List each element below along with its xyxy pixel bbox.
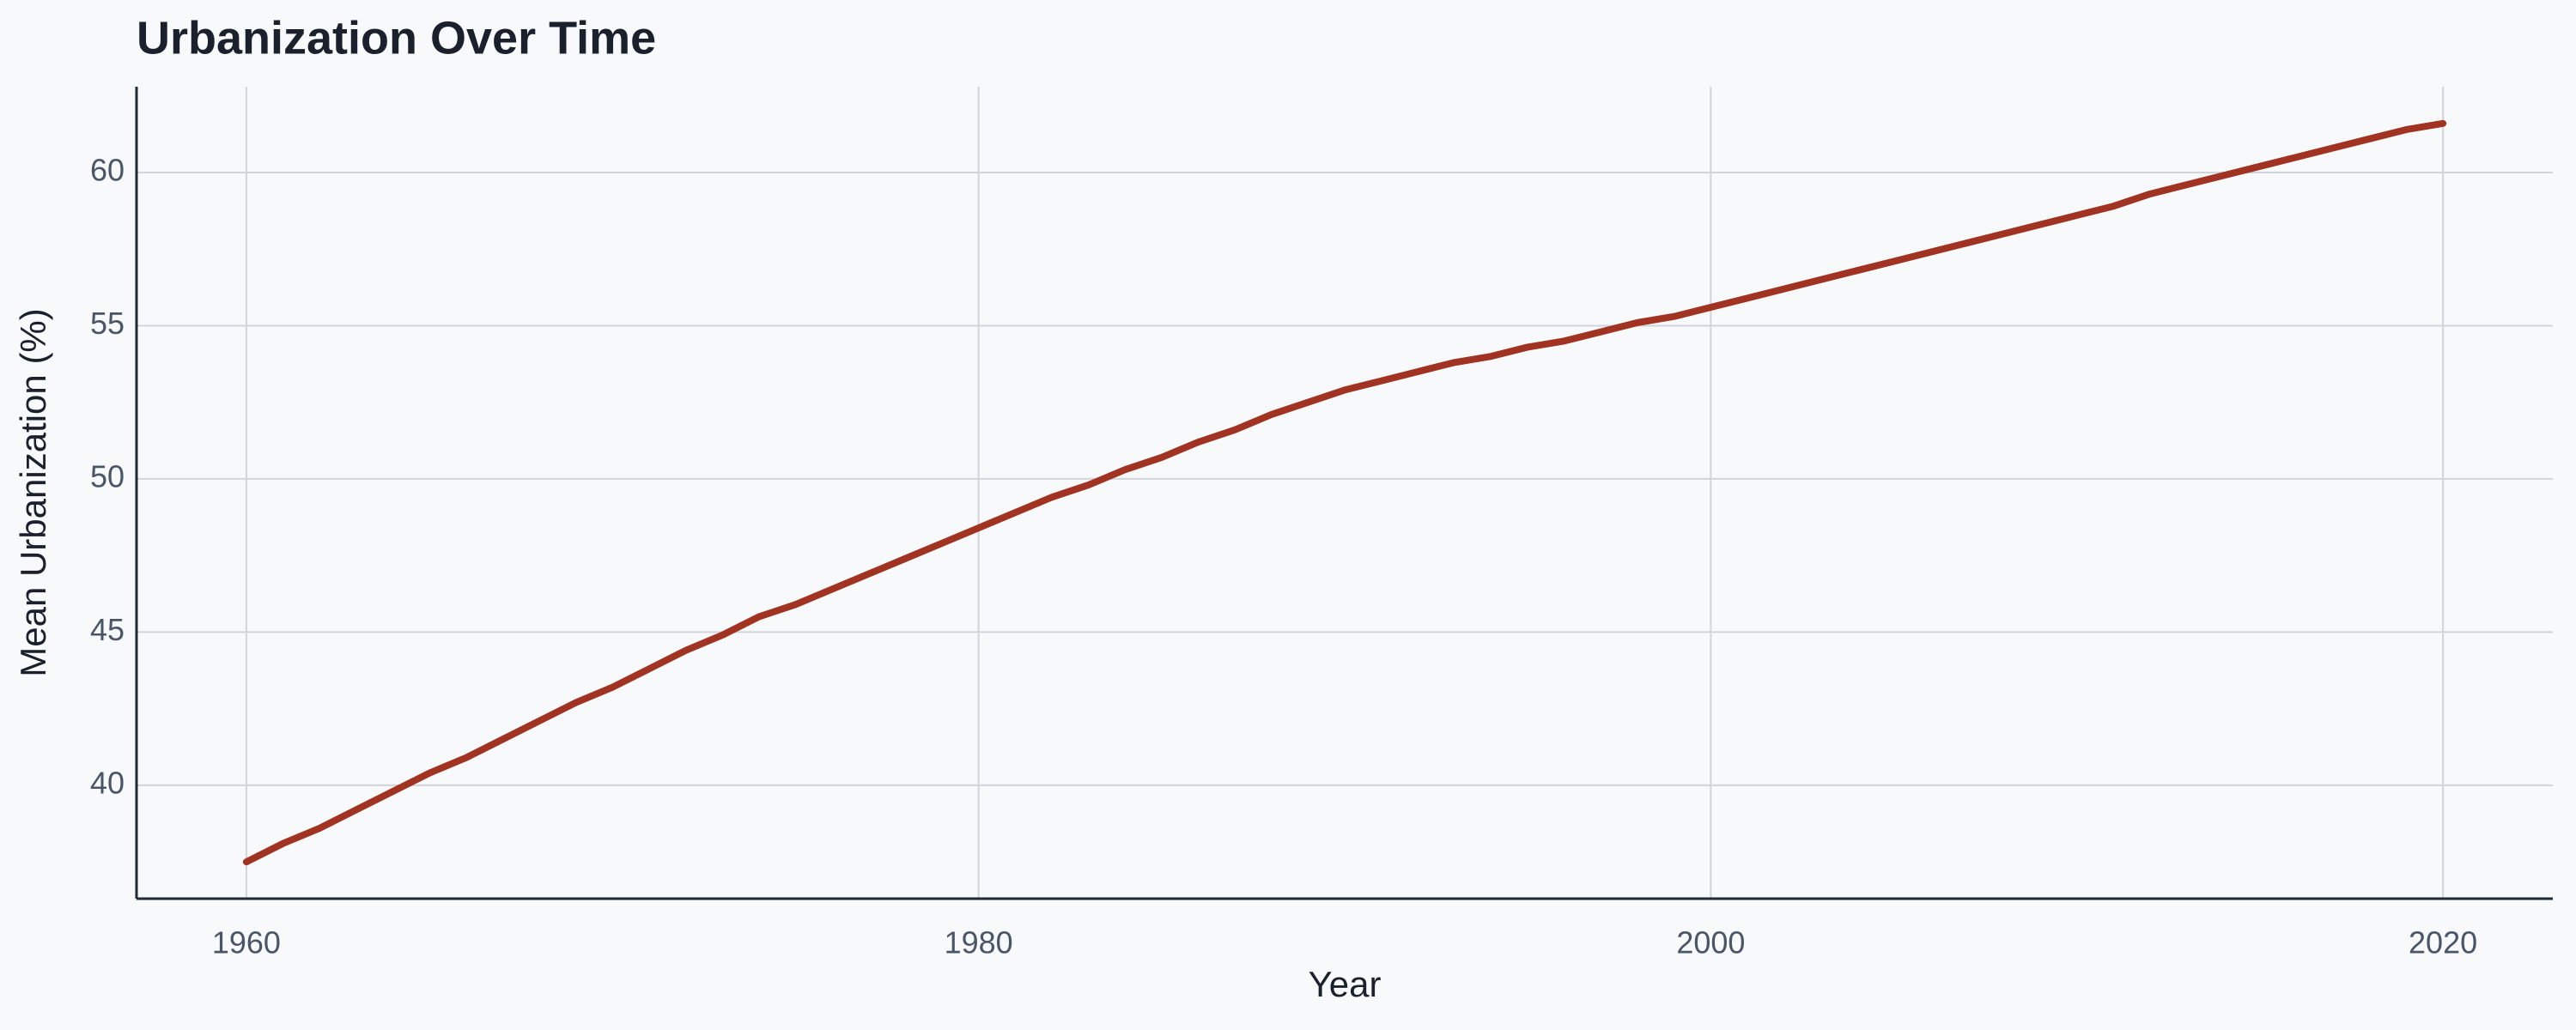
x-tick-label: 1980 (945, 925, 1013, 960)
x-tick-label: 2020 (2409, 925, 2477, 960)
y-tick-label: 40 (90, 765, 125, 800)
data-line (242, 119, 2447, 866)
x-tick-label: 1960 (212, 925, 281, 960)
y-axis-title: Mean Urbanization (%) (13, 308, 53, 677)
y-tick-label: 50 (90, 458, 125, 494)
x-tick-label: 2000 (1676, 925, 1745, 960)
y-tick-label: 55 (90, 306, 125, 341)
y-tick-label: 45 (90, 612, 125, 647)
x-axis-title: Year (1309, 964, 1382, 1004)
y-tick-label: 60 (90, 152, 125, 187)
chart-title: Urbanization Over Time (137, 12, 656, 64)
